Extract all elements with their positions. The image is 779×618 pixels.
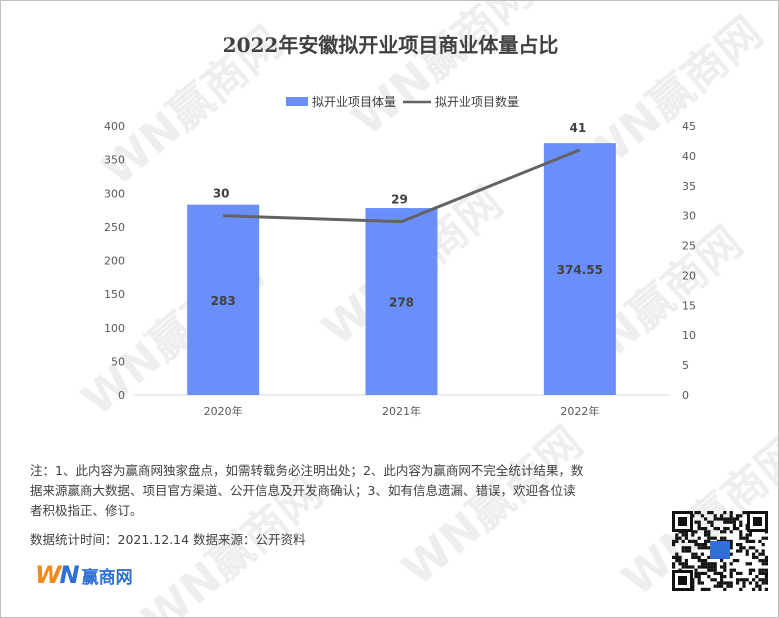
right-axis: 0 5 10 15 20 25 30 35 40 45: [682, 120, 696, 402]
logo-mark-icon: WN: [35, 561, 80, 589]
left-tick-label: 400: [104, 120, 125, 133]
right-tick-label: 35: [682, 180, 696, 193]
legend-line-label: 拟开业项目数量: [435, 94, 519, 109]
legend: 拟开业项目体量 拟开业项目数量: [286, 94, 519, 109]
line-value-label: 30: [213, 187, 230, 201]
qr-code-icon: [672, 511, 768, 591]
left-tick-label: 350: [104, 154, 125, 167]
chart-title: 2022年安徽拟开业项目商业体量占比: [222, 33, 559, 57]
note-line-1: 注：1、此内容为赢商网独家盘点，如需转载务必注明出处；2、此内容为赢商网不完全统…: [30, 463, 584, 478]
x-tick-label: 2020年: [204, 404, 243, 418]
bar: [365, 208, 438, 395]
line-data-labels: 30 29 41: [213, 121, 586, 207]
left-axis: 0 50 100 150 200 250 300 350 400: [104, 120, 125, 402]
bar-value-label: 374.55: [557, 263, 603, 277]
right-tick-label: 10: [682, 329, 696, 342]
left-tick-label: 50: [111, 355, 125, 368]
legend-bar-label: 拟开业项目体量: [312, 95, 396, 109]
data-source: 数据统计时间：2021.12.14 数据来源：公开资料: [30, 532, 306, 547]
legend-bar-swatch: [286, 97, 308, 106]
line-value-label: 29: [391, 193, 408, 207]
right-tick-label: 5: [682, 359, 689, 372]
right-tick-label: 20: [682, 269, 696, 282]
bar-series: [187, 143, 616, 395]
x-axis-tick-labels: 2020年 2021年 2022年: [204, 404, 600, 418]
x-tick-label: 2021年: [382, 404, 421, 418]
right-tick-label: 0: [682, 389, 689, 402]
logo-text: 赢商网: [81, 567, 133, 588]
note-line-2: 据来源赢商大数据、项目官方渠道、公开信息及开发商确认；3、如有信息遗漏、错误，欢…: [30, 483, 576, 498]
right-tick-label: 15: [682, 299, 696, 312]
right-tick-label: 45: [682, 120, 696, 133]
bar-data-labels: 283 278 374.55: [211, 263, 603, 309]
left-tick-label: 300: [104, 187, 125, 200]
x-tick-label: 2022年: [560, 404, 599, 418]
right-tick-label: 40: [682, 150, 696, 163]
line-value-label: 41: [569, 121, 586, 135]
right-tick-label: 30: [682, 210, 696, 223]
line-series: [223, 148, 581, 224]
bar-value-label: 283: [211, 294, 236, 308]
bar-value-label: 278: [389, 296, 414, 310]
note-line-3: 者积极指正、修订。: [30, 503, 143, 518]
left-tick-label: 0: [118, 389, 125, 402]
combo-chart: 拟开业项目体量 拟开业项目数量 050100150200250300350400…: [104, 94, 696, 418]
line-path: [223, 148, 581, 224]
left-tick-label: 100: [104, 322, 125, 335]
left-tick-label: 200: [104, 255, 125, 268]
left-tick-label: 250: [104, 221, 125, 234]
bar: [543, 143, 616, 395]
bar: [187, 204, 260, 395]
right-tick-label: 25: [682, 240, 696, 253]
left-tick-label: 150: [104, 288, 125, 301]
logo: WN 赢商网: [35, 561, 133, 589]
